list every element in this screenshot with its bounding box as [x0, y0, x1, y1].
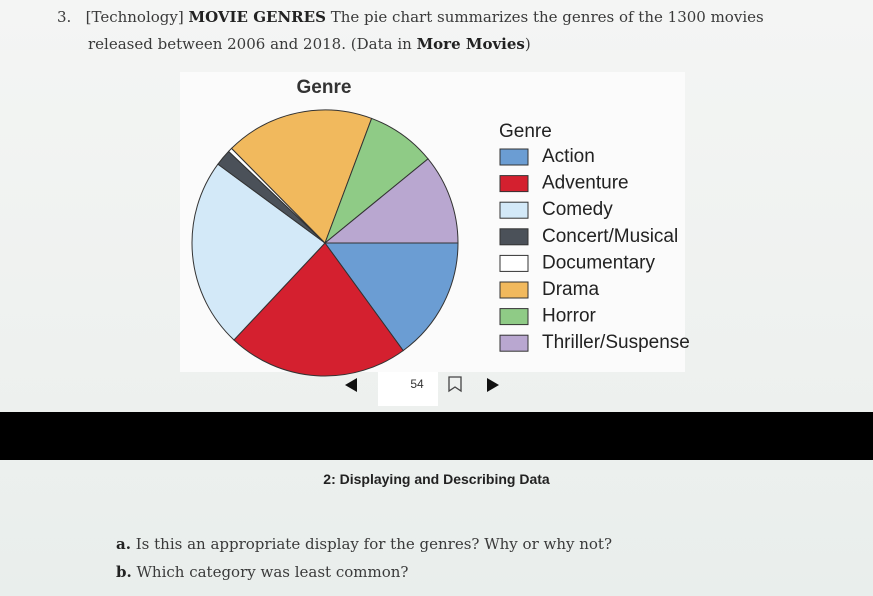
question-text: Which category was least common? — [136, 563, 409, 581]
legend-label: Adventure — [542, 173, 629, 194]
legend-swatch — [499, 334, 529, 352]
next-arrow[interactable] — [487, 378, 499, 392]
question: a. Is this an appropriate display for th… — [116, 535, 612, 553]
bookmark-icon[interactable] — [448, 376, 462, 393]
problem-text: ) — [524, 35, 531, 53]
pie-slice — [230, 109, 373, 244]
chart-title: Genre — [297, 77, 352, 98]
legend-label: Drama — [542, 279, 599, 300]
problem-heading: MOVIE GENRES — [188, 8, 326, 26]
chart: Genre Genre 54 Action Adventure Comedy Conc… — [191, 77, 690, 406]
legend-swatch — [499, 281, 529, 299]
section-title: 2: Displaying and Describing Data — [323, 471, 550, 487]
problem-line: 3. [Technology] MOVIE GENRES The pie cha… — [57, 8, 764, 26]
question-text: Is this an appropriate display for the g… — [135, 535, 613, 553]
legend-label: Concert/Musical — [542, 226, 678, 247]
legend-label: Action — [542, 146, 595, 167]
legend-label: Horror — [542, 306, 597, 327]
legend-label: Documentary — [542, 252, 655, 273]
legend-swatch — [499, 201, 529, 219]
legend-swatch — [499, 175, 529, 193]
problem-source: More Movies — [416, 35, 525, 53]
problem-number: 3. — [57, 8, 72, 26]
problem-tag: [Technology] — [85, 8, 184, 26]
legend-label: Thriller/Suspense — [542, 332, 690, 353]
legend-swatch — [499, 228, 529, 246]
prev-arrow[interactable] — [345, 378, 357, 392]
problem-text: released between 2006 and 2018. (Data in — [88, 35, 412, 53]
page-box — [378, 372, 438, 406]
pie-slice — [323, 158, 459, 244]
legend-swatch — [499, 308, 529, 326]
problem-line: released between 2006 and 2018. (Data in… — [88, 35, 531, 53]
black-band — [0, 412, 873, 460]
page-number: 54 — [410, 377, 424, 391]
legend-swatch — [499, 254, 529, 272]
problem-text: The pie chart summarizes the genres of t… — [330, 8, 764, 26]
legend-label: Comedy — [542, 199, 613, 220]
question: b. Which category was least common? — [116, 563, 408, 581]
pie-slice — [324, 242, 459, 352]
legend-swatch — [499, 148, 529, 166]
legend-title: Genre — [499, 121, 552, 142]
pie-slice — [233, 242, 404, 377]
question-label: b. — [116, 563, 132, 581]
pie-slice — [191, 163, 326, 341]
question-label: a. — [116, 535, 131, 553]
